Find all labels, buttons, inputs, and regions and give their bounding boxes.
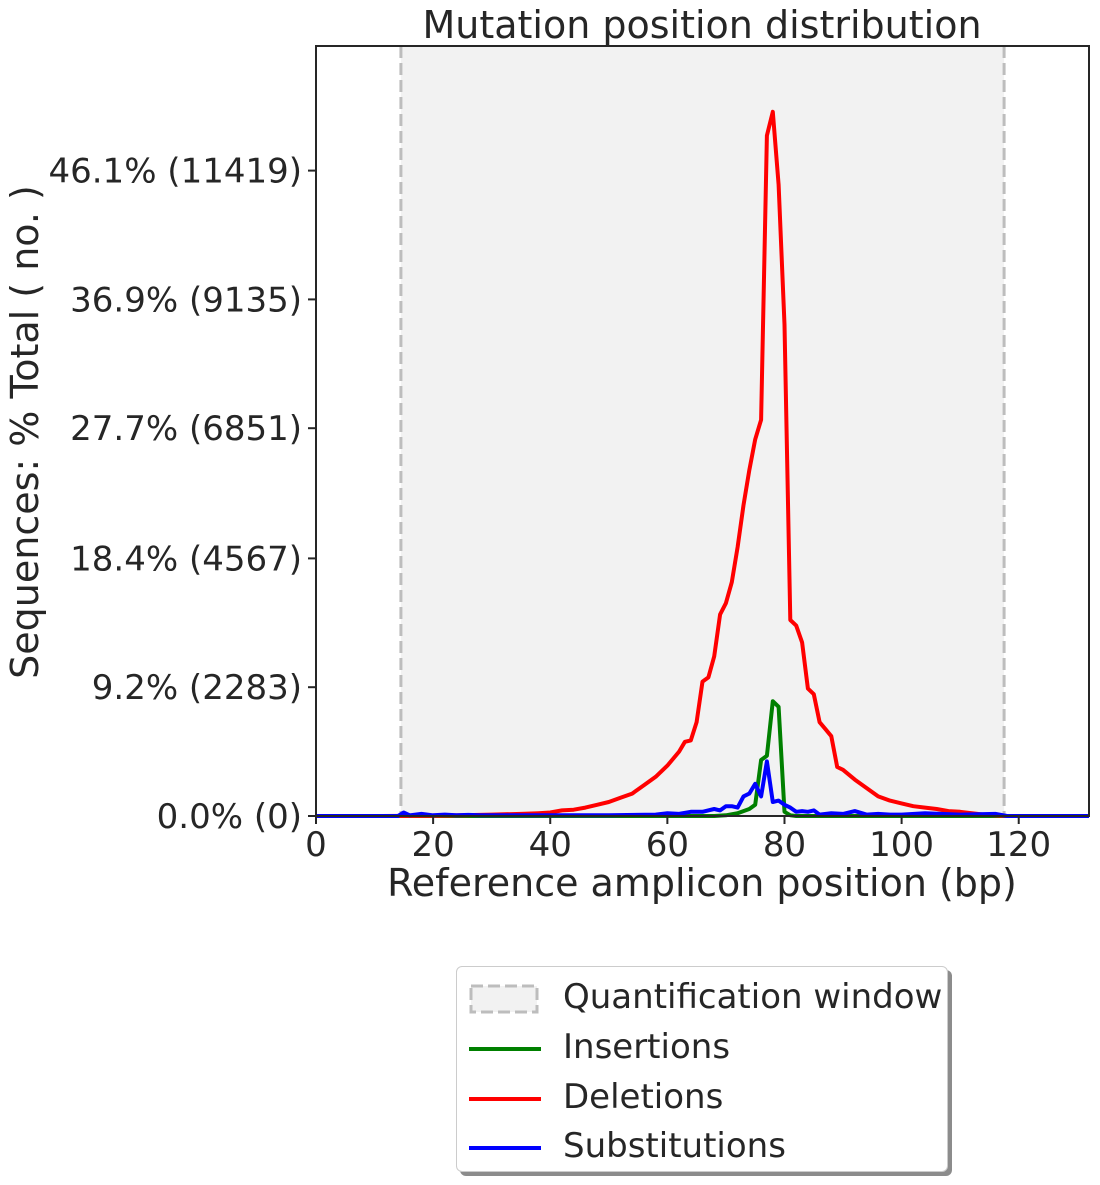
y-tick-label: 36.9% (9135) — [70, 280, 302, 320]
x-axis-label: Reference amplicon position (bp) — [387, 861, 1017, 905]
x-axis-ticks: 0 20 40 60 80 100 120 — [305, 816, 1051, 865]
y-axis-ticks: 0.0% (0) 9.2% (2283) 18.4% (4567) 27.7% (68… — [48, 152, 316, 837]
series-line-substitutions — [316, 759, 1089, 818]
x-tick-label: 120 — [986, 825, 1051, 865]
x-tick-label: 100 — [869, 825, 934, 865]
x-tick-label: 20 — [411, 825, 454, 865]
chart-title: Mutation position distribution — [422, 3, 981, 47]
y-tick-label: 9.2% (2283) — [92, 668, 302, 708]
legend-item-deletions: Deletions — [457, 1075, 947, 1119]
legend-swatch-quantification-window — [469, 984, 539, 1014]
legend-swatch-substitutions — [469, 1146, 541, 1150]
legend-swatch-deletions — [469, 1097, 541, 1101]
y-tick-label: 46.1% (11419) — [48, 152, 302, 192]
y-tick-label: 27.7% (6851) — [70, 409, 302, 449]
legend-label-insertions: Insertions — [563, 1027, 731, 1067]
x-tick-label: 80 — [763, 825, 806, 865]
quantification-window — [400, 46, 1005, 816]
x-tick-label: 60 — [646, 825, 689, 865]
series-line-deletions — [316, 109, 1089, 818]
y-tick-label: 0.0% (0) — [157, 797, 302, 837]
legend-swatch-insertions — [469, 1047, 541, 1051]
series-line-insertions — [316, 699, 1089, 818]
legend-label-deletions: Deletions — [563, 1077, 724, 1117]
legend-label-substitutions: Substitutions — [563, 1126, 786, 1166]
x-tick-label: 0 — [305, 825, 327, 865]
y-axis-label: Sequences: % Total ( no. ) — [3, 185, 47, 679]
legend-item-quantification-window: Quantification window — [457, 975, 947, 1019]
y-tick-label: 18.4% (4567) — [70, 539, 302, 579]
legend-item-substitutions: Substitutions — [457, 1124, 947, 1168]
plot-frame — [315, 45, 1090, 817]
legend-item-insertions: Insertions — [457, 1025, 947, 1069]
series-layer — [316, 109, 1089, 818]
legend: Quantification window Insertions Deletio… — [456, 966, 948, 1172]
legend-label-quantification-window: Quantification window — [563, 977, 943, 1017]
x-tick-label: 40 — [529, 825, 572, 865]
